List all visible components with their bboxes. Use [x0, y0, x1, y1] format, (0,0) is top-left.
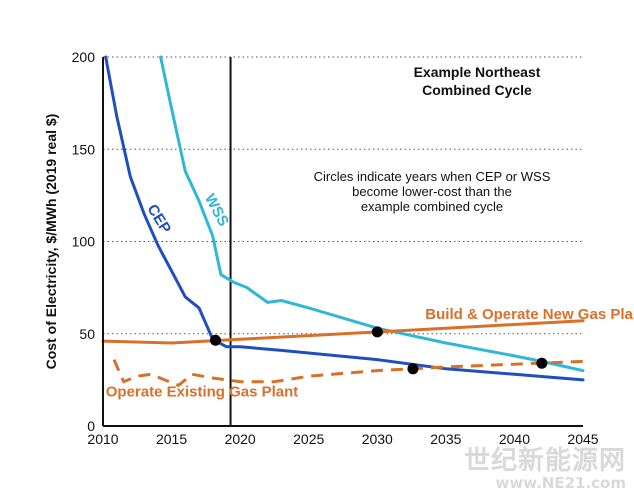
crossover-marker-1 — [209, 334, 221, 346]
series-label-wss: WSS — [201, 191, 232, 229]
series-line-wss — [159, 55, 585, 373]
x-tick-label-2030: 2030 — [362, 431, 393, 447]
y-tick-label-50: 50 — [79, 326, 95, 342]
watermark-url: www.NE21.com — [495, 474, 626, 492]
x-tick-label-2040: 2040 — [499, 431, 530, 447]
x-tick-label-2010: 2010 — [87, 431, 118, 447]
series-line-operate-existing-gas-plant — [112, 359, 584, 387]
chart-annotation-line-1: Circles indicate years when CEP or WSS — [314, 169, 551, 184]
series-label-cep: CEP — [143, 201, 174, 236]
chart-texts: Cost of Electricity, $/MWh (2019 real $)… — [43, 64, 551, 369]
crossover-marker-4 — [536, 357, 548, 369]
crossover-markers — [209, 326, 548, 375]
watermark-site-name: 世纪新能源网 — [463, 446, 626, 476]
crossover-marker-3 — [407, 363, 419, 375]
watermark: 世纪新能源网 www.NE21.com — [464, 447, 626, 491]
tick-labels: 2010 2015 2020 2025 2030 2035 2040 2045 0 50 100 15… — [72, 49, 599, 447]
y-tick-label-200: 200 — [72, 49, 96, 65]
x-tick-label-2035: 2035 — [430, 431, 461, 447]
series-label-build-operate-new-gas-plant: Build & Operate New Gas Plant — [425, 306, 634, 323]
y-tick-label-150: 150 — [72, 141, 96, 157]
x-tick-label-2025: 2025 — [293, 431, 324, 447]
axes — [102, 57, 583, 427]
chart-annotation-line-2: become lower-cost than the — [352, 184, 512, 199]
series-lines — [101, 55, 585, 387]
series-label-operate-existing-gas-plant: Operate Existing Gas Plant — [106, 383, 299, 400]
x-tick-label-2015: 2015 — [156, 431, 187, 447]
x-tick-label-2045: 2045 — [567, 431, 598, 447]
series-labels: CEP WSS Build & Operate New Gas Plant Opera… — [106, 191, 634, 400]
chart-title-line-2: Combined Cycle — [422, 82, 532, 98]
chart-title-line-1: Example Northeast — [414, 64, 541, 80]
y-axis-title: Cost of Electricity, $/MWh (2019 real $) — [43, 114, 59, 370]
x-tick-label-2020: 2020 — [225, 431, 256, 447]
crossover-marker-2 — [371, 326, 383, 338]
chart-title: Example Northeast Combined Cycle — [414, 64, 541, 98]
chart-annotation-line-3: example combined cycle — [361, 199, 503, 214]
chart-annotation: Circles indicate years when CEP or WSS be… — [314, 169, 551, 214]
series-line-build-operate-new-gas-plant — [101, 319, 585, 345]
series-line-cep — [104, 55, 585, 382]
y-tick-label-100: 100 — [72, 234, 96, 250]
y-tick-label-0: 0 — [87, 418, 95, 434]
